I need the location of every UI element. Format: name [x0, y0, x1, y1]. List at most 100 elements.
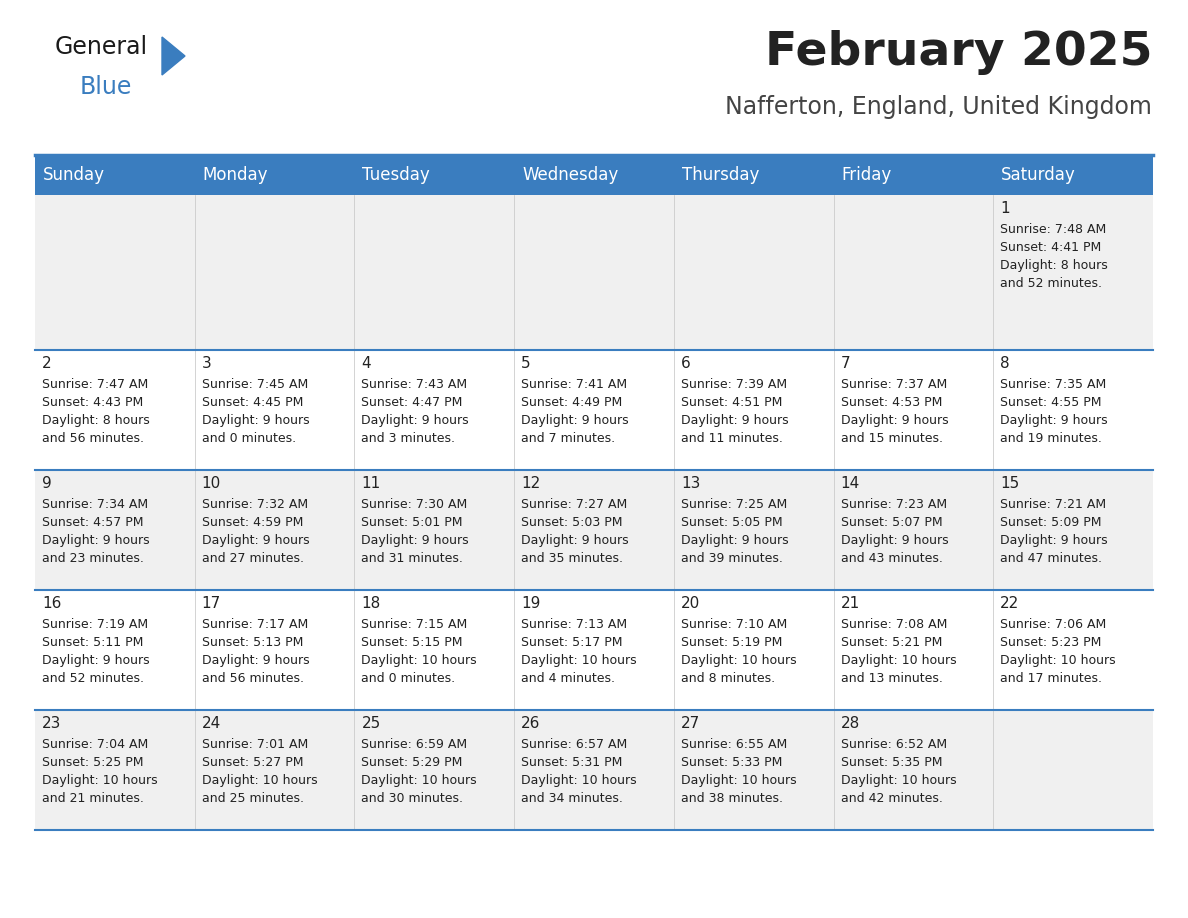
Text: Daylight: 10 hours: Daylight: 10 hours: [1000, 654, 1116, 667]
Text: Daylight: 9 hours: Daylight: 9 hours: [681, 414, 789, 427]
Text: and 3 minutes.: and 3 minutes.: [361, 432, 455, 445]
Text: Sunrise: 7:25 AM: Sunrise: 7:25 AM: [681, 498, 788, 511]
Text: Daylight: 9 hours: Daylight: 9 hours: [681, 534, 789, 547]
Text: 1: 1: [1000, 201, 1010, 216]
Text: 2: 2: [42, 356, 51, 371]
Text: 17: 17: [202, 596, 221, 611]
Text: Sunset: 5:29 PM: Sunset: 5:29 PM: [361, 756, 463, 769]
Text: Daylight: 9 hours: Daylight: 9 hours: [361, 414, 469, 427]
Text: and 25 minutes.: and 25 minutes.: [202, 792, 304, 805]
Text: Sunrise: 7:39 AM: Sunrise: 7:39 AM: [681, 378, 786, 391]
Text: Daylight: 10 hours: Daylight: 10 hours: [42, 774, 158, 787]
Text: Sunrise: 6:52 AM: Sunrise: 6:52 AM: [841, 738, 947, 751]
Text: Sunrise: 7:47 AM: Sunrise: 7:47 AM: [42, 378, 148, 391]
Text: Sunrise: 7:34 AM: Sunrise: 7:34 AM: [42, 498, 148, 511]
Text: and 0 minutes.: and 0 minutes.: [202, 432, 296, 445]
Text: Daylight: 9 hours: Daylight: 9 hours: [522, 414, 628, 427]
Text: and 17 minutes.: and 17 minutes.: [1000, 672, 1102, 685]
Text: 3: 3: [202, 356, 211, 371]
Text: Sunset: 4:41 PM: Sunset: 4:41 PM: [1000, 241, 1101, 254]
Text: 19: 19: [522, 596, 541, 611]
Text: Sunset: 4:49 PM: Sunset: 4:49 PM: [522, 396, 623, 409]
Bar: [34, 710, 1154, 830]
Text: and 52 minutes.: and 52 minutes.: [42, 672, 144, 685]
Text: Sunrise: 6:59 AM: Sunrise: 6:59 AM: [361, 738, 468, 751]
Text: Sunrise: 7:21 AM: Sunrise: 7:21 AM: [1000, 498, 1106, 511]
Text: Sunrise: 7:08 AM: Sunrise: 7:08 AM: [841, 618, 947, 631]
Text: Sunset: 5:15 PM: Sunset: 5:15 PM: [361, 636, 463, 649]
Text: Daylight: 9 hours: Daylight: 9 hours: [1000, 534, 1108, 547]
Bar: [34, 590, 1154, 710]
Text: General: General: [55, 35, 148, 59]
Text: and 34 minutes.: and 34 minutes.: [522, 792, 623, 805]
Text: and 38 minutes.: and 38 minutes.: [681, 792, 783, 805]
Text: 12: 12: [522, 476, 541, 491]
Text: Daylight: 10 hours: Daylight: 10 hours: [522, 654, 637, 667]
Bar: [834, 155, 993, 195]
Text: and 42 minutes.: and 42 minutes.: [841, 792, 942, 805]
Text: Blue: Blue: [80, 75, 132, 99]
Text: Daylight: 10 hours: Daylight: 10 hours: [841, 774, 956, 787]
Text: Sunrise: 7:06 AM: Sunrise: 7:06 AM: [1000, 618, 1106, 631]
Text: and 19 minutes.: and 19 minutes.: [1000, 432, 1102, 445]
Text: Tuesday: Tuesday: [362, 166, 430, 184]
Text: Daylight: 9 hours: Daylight: 9 hours: [522, 534, 628, 547]
Bar: [674, 155, 834, 195]
Text: and 30 minutes.: and 30 minutes.: [361, 792, 463, 805]
Text: Daylight: 10 hours: Daylight: 10 hours: [202, 774, 317, 787]
Text: and 27 minutes.: and 27 minutes.: [202, 552, 304, 565]
Text: Daylight: 9 hours: Daylight: 9 hours: [841, 534, 948, 547]
Text: 14: 14: [841, 476, 860, 491]
Text: 10: 10: [202, 476, 221, 491]
Text: and 39 minutes.: and 39 minutes.: [681, 552, 783, 565]
Text: Daylight: 10 hours: Daylight: 10 hours: [361, 654, 478, 667]
Text: 13: 13: [681, 476, 700, 491]
Text: 9: 9: [42, 476, 52, 491]
Text: Sunset: 5:17 PM: Sunset: 5:17 PM: [522, 636, 623, 649]
Text: Sunrise: 6:57 AM: Sunrise: 6:57 AM: [522, 738, 627, 751]
Text: Daylight: 10 hours: Daylight: 10 hours: [361, 774, 478, 787]
Text: Sunrise: 7:32 AM: Sunrise: 7:32 AM: [202, 498, 308, 511]
Text: Daylight: 9 hours: Daylight: 9 hours: [202, 534, 309, 547]
Text: and 8 minutes.: and 8 minutes.: [681, 672, 775, 685]
Text: 28: 28: [841, 716, 860, 731]
Text: and 35 minutes.: and 35 minutes.: [522, 552, 624, 565]
Text: Daylight: 9 hours: Daylight: 9 hours: [202, 414, 309, 427]
Text: Sunset: 4:59 PM: Sunset: 4:59 PM: [202, 516, 303, 529]
Text: Sunset: 4:53 PM: Sunset: 4:53 PM: [841, 396, 942, 409]
Text: 20: 20: [681, 596, 700, 611]
Text: Sunrise: 7:35 AM: Sunrise: 7:35 AM: [1000, 378, 1106, 391]
Text: Thursday: Thursday: [682, 166, 759, 184]
Text: Sunrise: 7:27 AM: Sunrise: 7:27 AM: [522, 498, 627, 511]
Text: Sunrise: 7:01 AM: Sunrise: 7:01 AM: [202, 738, 308, 751]
Text: 5: 5: [522, 356, 531, 371]
Text: and 11 minutes.: and 11 minutes.: [681, 432, 783, 445]
Text: and 7 minutes.: and 7 minutes.: [522, 432, 615, 445]
Bar: [195, 155, 354, 195]
Text: Sunset: 5:01 PM: Sunset: 5:01 PM: [361, 516, 463, 529]
Text: Daylight: 9 hours: Daylight: 9 hours: [42, 654, 150, 667]
Text: 18: 18: [361, 596, 380, 611]
Text: and 15 minutes.: and 15 minutes.: [841, 432, 942, 445]
Text: and 43 minutes.: and 43 minutes.: [841, 552, 942, 565]
Text: Sunset: 5:11 PM: Sunset: 5:11 PM: [42, 636, 144, 649]
Text: and 56 minutes.: and 56 minutes.: [202, 672, 304, 685]
Text: Friday: Friday: [841, 166, 892, 184]
Text: Daylight: 9 hours: Daylight: 9 hours: [361, 534, 469, 547]
Text: 27: 27: [681, 716, 700, 731]
Text: Sunset: 5:33 PM: Sunset: 5:33 PM: [681, 756, 782, 769]
Text: Sunset: 5:13 PM: Sunset: 5:13 PM: [202, 636, 303, 649]
Polygon shape: [162, 37, 185, 75]
Text: Sunset: 5:19 PM: Sunset: 5:19 PM: [681, 636, 782, 649]
Text: 26: 26: [522, 716, 541, 731]
Text: 6: 6: [681, 356, 690, 371]
Text: Sunset: 5:03 PM: Sunset: 5:03 PM: [522, 516, 623, 529]
Text: Sunrise: 7:10 AM: Sunrise: 7:10 AM: [681, 618, 788, 631]
Text: Daylight: 9 hours: Daylight: 9 hours: [841, 414, 948, 427]
Text: Sunset: 5:35 PM: Sunset: 5:35 PM: [841, 756, 942, 769]
Text: Sunrise: 7:43 AM: Sunrise: 7:43 AM: [361, 378, 468, 391]
Text: 4: 4: [361, 356, 371, 371]
Text: Sunset: 5:07 PM: Sunset: 5:07 PM: [841, 516, 942, 529]
Bar: [354, 155, 514, 195]
Text: and 47 minutes.: and 47 minutes.: [1000, 552, 1102, 565]
